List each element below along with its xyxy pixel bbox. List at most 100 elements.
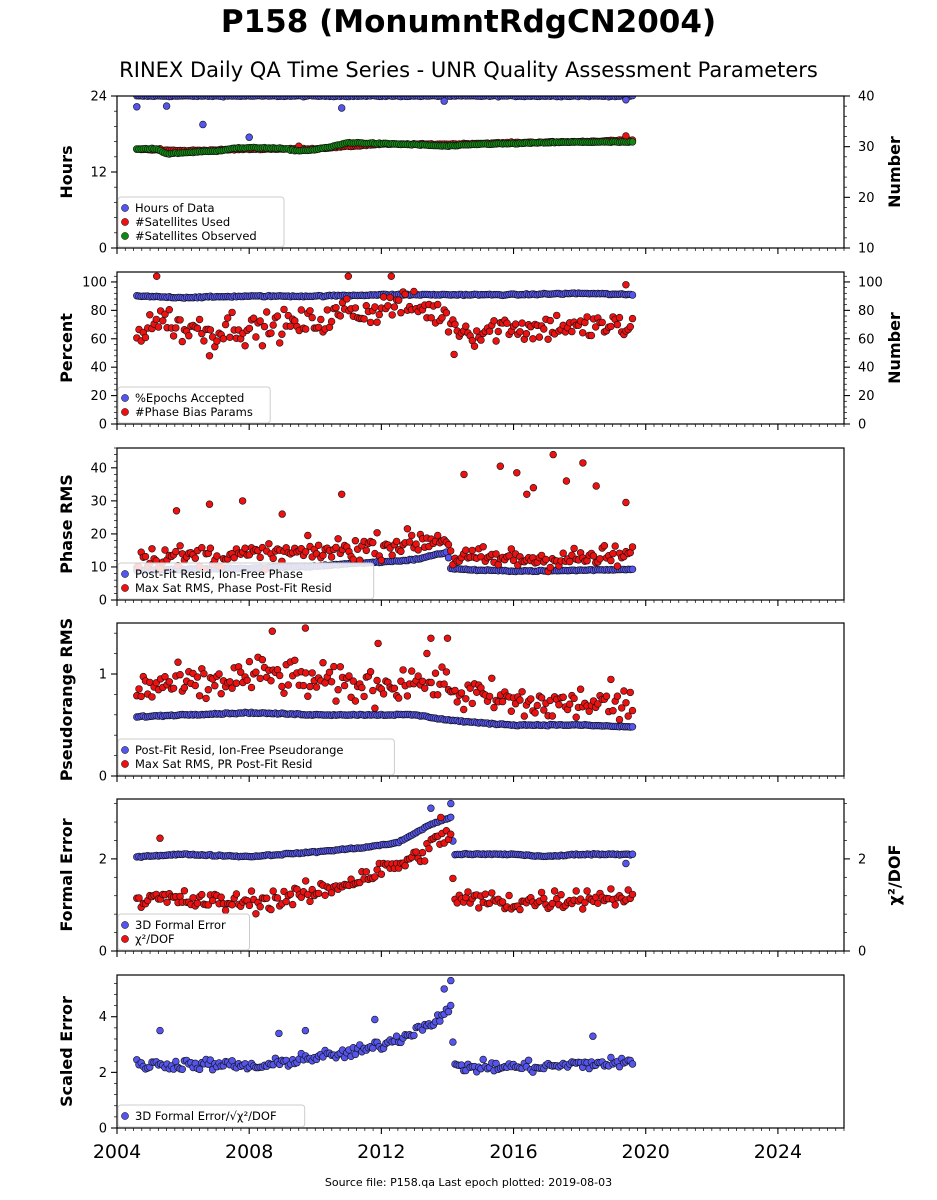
data-point	[408, 667, 416, 675]
y-tick-label: 0	[99, 1122, 107, 1137]
data-point	[440, 680, 448, 688]
y-axis-label: Hours	[57, 145, 76, 198]
data-point	[304, 531, 312, 540]
data-point	[607, 322, 615, 331]
y-axis-label: Scaled Error	[57, 996, 76, 1107]
data-point	[462, 695, 470, 703]
legend-label: 3D Formal Error/√χ²/DOF	[135, 1109, 277, 1123]
legend: 3D Formal Error/√χ²/DOF	[117, 1104, 306, 1128]
data-point	[256, 903, 264, 911]
y-right-tick-label: 10	[858, 242, 875, 257]
data-point	[260, 322, 269, 331]
data-point	[434, 531, 442, 540]
y-tick-label: 0	[99, 242, 107, 257]
data-point	[278, 682, 286, 691]
data-point	[414, 546, 422, 554]
data-point	[312, 683, 321, 691]
data-point	[591, 323, 600, 331]
legend-marker	[121, 204, 129, 212]
legend-label: 3D Formal Error	[135, 918, 226, 932]
data-point	[462, 546, 470, 554]
series-2	[133, 813, 637, 918]
data-point	[546, 563, 554, 572]
y-right-tick-label: 0	[858, 945, 866, 960]
data-point	[343, 295, 351, 303]
outlier-point	[344, 272, 352, 280]
data-point	[362, 546, 370, 555]
legend-marker	[121, 1112, 129, 1120]
outlier-point	[427, 634, 435, 642]
y-axis-label: Formal Error	[57, 818, 76, 931]
outlier-point	[374, 639, 382, 648]
data-point	[340, 681, 349, 690]
data-point	[583, 313, 591, 321]
data-point	[371, 873, 379, 881]
data-point	[559, 549, 567, 557]
data-point	[178, 337, 187, 346]
data-point	[280, 689, 288, 697]
y-right-tick-label: 20	[858, 191, 875, 206]
legend-label: Post-Fit Resid, Ion-Free Phase	[135, 567, 303, 581]
data-point	[375, 310, 383, 319]
data-point	[228, 308, 236, 317]
data-point	[232, 679, 241, 687]
y-tick-label: 60	[90, 332, 107, 347]
y-tick-label: 0	[99, 770, 107, 785]
data-point	[602, 692, 611, 700]
legend-box	[117, 562, 375, 600]
data-point	[154, 323, 163, 331]
data-point	[570, 544, 578, 553]
data-point	[485, 327, 494, 335]
data-point	[302, 877, 310, 885]
data-point	[319, 551, 327, 559]
data-point	[204, 901, 213, 909]
data-point	[379, 690, 388, 698]
y-right-tick-label: 40	[858, 361, 875, 376]
data-point	[226, 333, 234, 341]
data-point	[306, 897, 314, 906]
y-tick-label: 0	[99, 945, 107, 960]
data-point	[421, 684, 429, 692]
data-point	[198, 890, 206, 899]
legend-marker	[121, 746, 129, 754]
data-point	[161, 546, 169, 554]
data-point	[447, 830, 455, 838]
x-tick-label: 2012	[357, 1141, 405, 1163]
data-point	[256, 674, 264, 683]
data-point	[334, 535, 342, 543]
data-point	[135, 685, 143, 693]
data-point	[332, 697, 340, 705]
legend-marker	[121, 232, 129, 240]
data-point	[587, 331, 596, 340]
data-point	[548, 712, 557, 720]
outlier-point	[496, 462, 504, 470]
y-tick-label: 10	[90, 560, 107, 575]
outlier-point	[387, 272, 395, 280]
outlier-point	[579, 459, 587, 467]
data-point	[217, 689, 225, 698]
y-tick-label: 0	[99, 594, 107, 609]
data-point	[245, 324, 254, 333]
data-point	[247, 683, 256, 692]
data-point	[213, 337, 221, 345]
data-point	[578, 329, 587, 337]
data-point	[269, 887, 277, 895]
data-point	[447, 547, 455, 555]
data-point	[557, 890, 565, 899]
x-tick-label: 2024	[754, 1141, 802, 1163]
data-point	[250, 314, 258, 322]
outlier-point	[450, 350, 458, 359]
data-point	[492, 550, 500, 558]
data-point	[555, 700, 563, 709]
data-point	[397, 677, 405, 685]
y-tick-label: 40	[90, 461, 107, 476]
y-right-tick-label: 30	[858, 140, 875, 155]
y-tick-label: 2	[99, 852, 107, 867]
data-point	[572, 887, 580, 895]
data-point	[390, 303, 399, 311]
data-point	[263, 894, 271, 902]
data-point	[230, 554, 238, 562]
outlier-point	[622, 498, 630, 507]
data-point	[180, 683, 189, 692]
